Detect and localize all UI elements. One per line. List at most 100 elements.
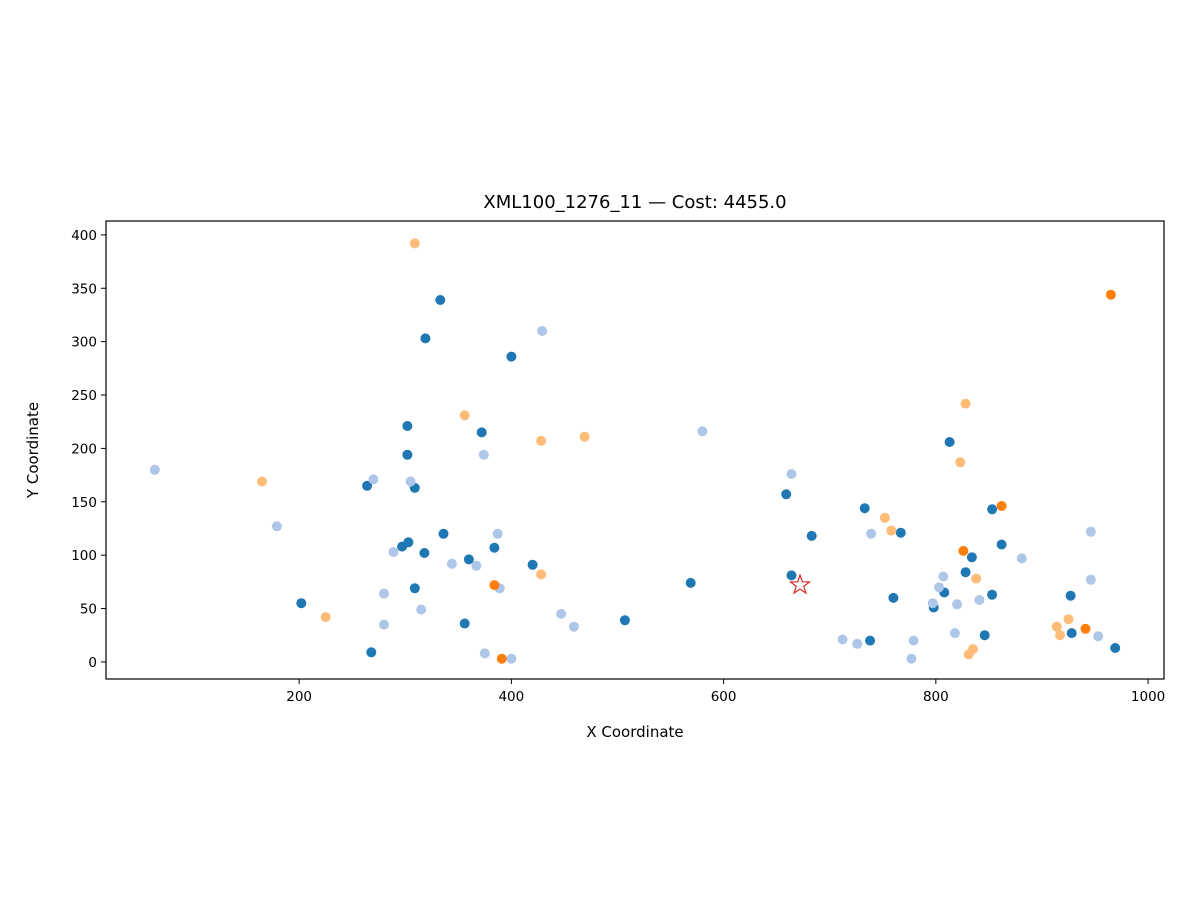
x-axis-ticks: 200 400 600 800 1000 xyxy=(286,679,1165,705)
data-point xyxy=(934,582,944,593)
data-point xyxy=(1093,631,1104,642)
data-point xyxy=(852,638,863,649)
data-point xyxy=(496,653,507,664)
data-point xyxy=(405,476,416,487)
plot-frame xyxy=(105,220,1165,680)
data-point xyxy=(895,527,906,538)
data-point xyxy=(865,635,876,646)
data-point xyxy=(409,238,420,249)
data-point xyxy=(866,528,877,539)
data-point xyxy=(402,449,413,460)
data-point xyxy=(944,437,955,447)
x-tick-label: 200 xyxy=(286,689,312,705)
data-point xyxy=(459,618,470,629)
data-point xyxy=(388,547,399,557)
data-point xyxy=(786,469,797,479)
data-point xyxy=(1066,628,1077,639)
data-point xyxy=(537,326,548,336)
data-point xyxy=(569,621,579,632)
data-point xyxy=(556,608,567,619)
depot-star-marker xyxy=(788,573,812,595)
data-point xyxy=(879,512,890,523)
data-point xyxy=(438,528,449,539)
data-point xyxy=(402,421,413,431)
data-point xyxy=(416,604,427,615)
data-point xyxy=(619,615,630,626)
data-point xyxy=(1016,553,1027,564)
data-point xyxy=(1080,623,1091,634)
data-point xyxy=(1051,621,1062,632)
data-point xyxy=(536,569,547,580)
data-point xyxy=(1063,614,1074,625)
data-point xyxy=(979,630,990,641)
data-point xyxy=(1065,590,1076,601)
data-point xyxy=(579,431,590,442)
data-point xyxy=(859,503,870,514)
data-point xyxy=(996,501,1007,511)
data-point xyxy=(963,649,974,660)
data-point xyxy=(987,504,998,515)
y-axis-label: Y Coordinate xyxy=(24,402,42,499)
data-point xyxy=(697,426,708,437)
data-point xyxy=(960,567,971,578)
data-point xyxy=(149,464,160,475)
data-point xyxy=(1055,630,1065,641)
data-point xyxy=(886,525,897,536)
data-point xyxy=(492,528,503,539)
data-point xyxy=(927,598,938,609)
data-point xyxy=(938,571,949,582)
data-point xyxy=(1085,526,1096,537)
data-point xyxy=(996,539,1007,550)
data-point xyxy=(379,619,389,630)
data-point xyxy=(362,480,373,491)
x-tick-label: 800 xyxy=(923,689,949,705)
data-point xyxy=(908,635,919,646)
data-point xyxy=(781,489,792,500)
data-point xyxy=(478,449,489,460)
data-point xyxy=(786,570,797,581)
data-point xyxy=(379,588,389,599)
data-point xyxy=(952,599,963,610)
x-tick-label: 1000 xyxy=(1131,689,1165,705)
data-point xyxy=(463,554,474,565)
y-tick-label: 200 xyxy=(71,441,97,457)
data-point xyxy=(420,333,431,344)
data-point xyxy=(471,560,482,571)
data-point xyxy=(974,595,985,605)
data-point xyxy=(419,548,430,558)
data-point xyxy=(489,542,500,553)
data-point xyxy=(446,558,457,569)
data-point xyxy=(806,530,817,541)
data-point xyxy=(409,583,420,594)
data-point xyxy=(506,653,517,664)
data-point xyxy=(397,541,408,552)
data-point xyxy=(971,573,982,584)
y-tick-label: 350 xyxy=(71,281,97,297)
data-point xyxy=(958,545,969,556)
data-point xyxy=(506,351,517,362)
data-point xyxy=(685,577,696,588)
data-point xyxy=(888,592,899,603)
data-point xyxy=(459,410,470,421)
y-tick-label: 150 xyxy=(71,495,97,511)
data-point xyxy=(955,457,966,468)
data-point xyxy=(296,598,307,609)
y-tick-label: 0 xyxy=(88,655,97,671)
data-point xyxy=(987,589,998,600)
data-point xyxy=(906,653,917,664)
data-point xyxy=(949,628,960,639)
y-axis-ticks: 0 50 100 150 200 250 300 350 400 xyxy=(71,228,106,671)
y-tick-label: 250 xyxy=(71,388,97,404)
x-axis-label: X Coordinate xyxy=(586,723,683,741)
data-point xyxy=(1085,574,1096,585)
data-point xyxy=(257,476,267,487)
chart-title: XML100_1276_11 — Cost: 4455.0 xyxy=(483,192,786,213)
data-point xyxy=(966,552,977,563)
data-point xyxy=(489,580,500,591)
data-point xyxy=(1105,289,1116,300)
data-point xyxy=(527,559,538,570)
data-point xyxy=(479,648,490,659)
y-tick-label: 50 xyxy=(80,602,97,618)
